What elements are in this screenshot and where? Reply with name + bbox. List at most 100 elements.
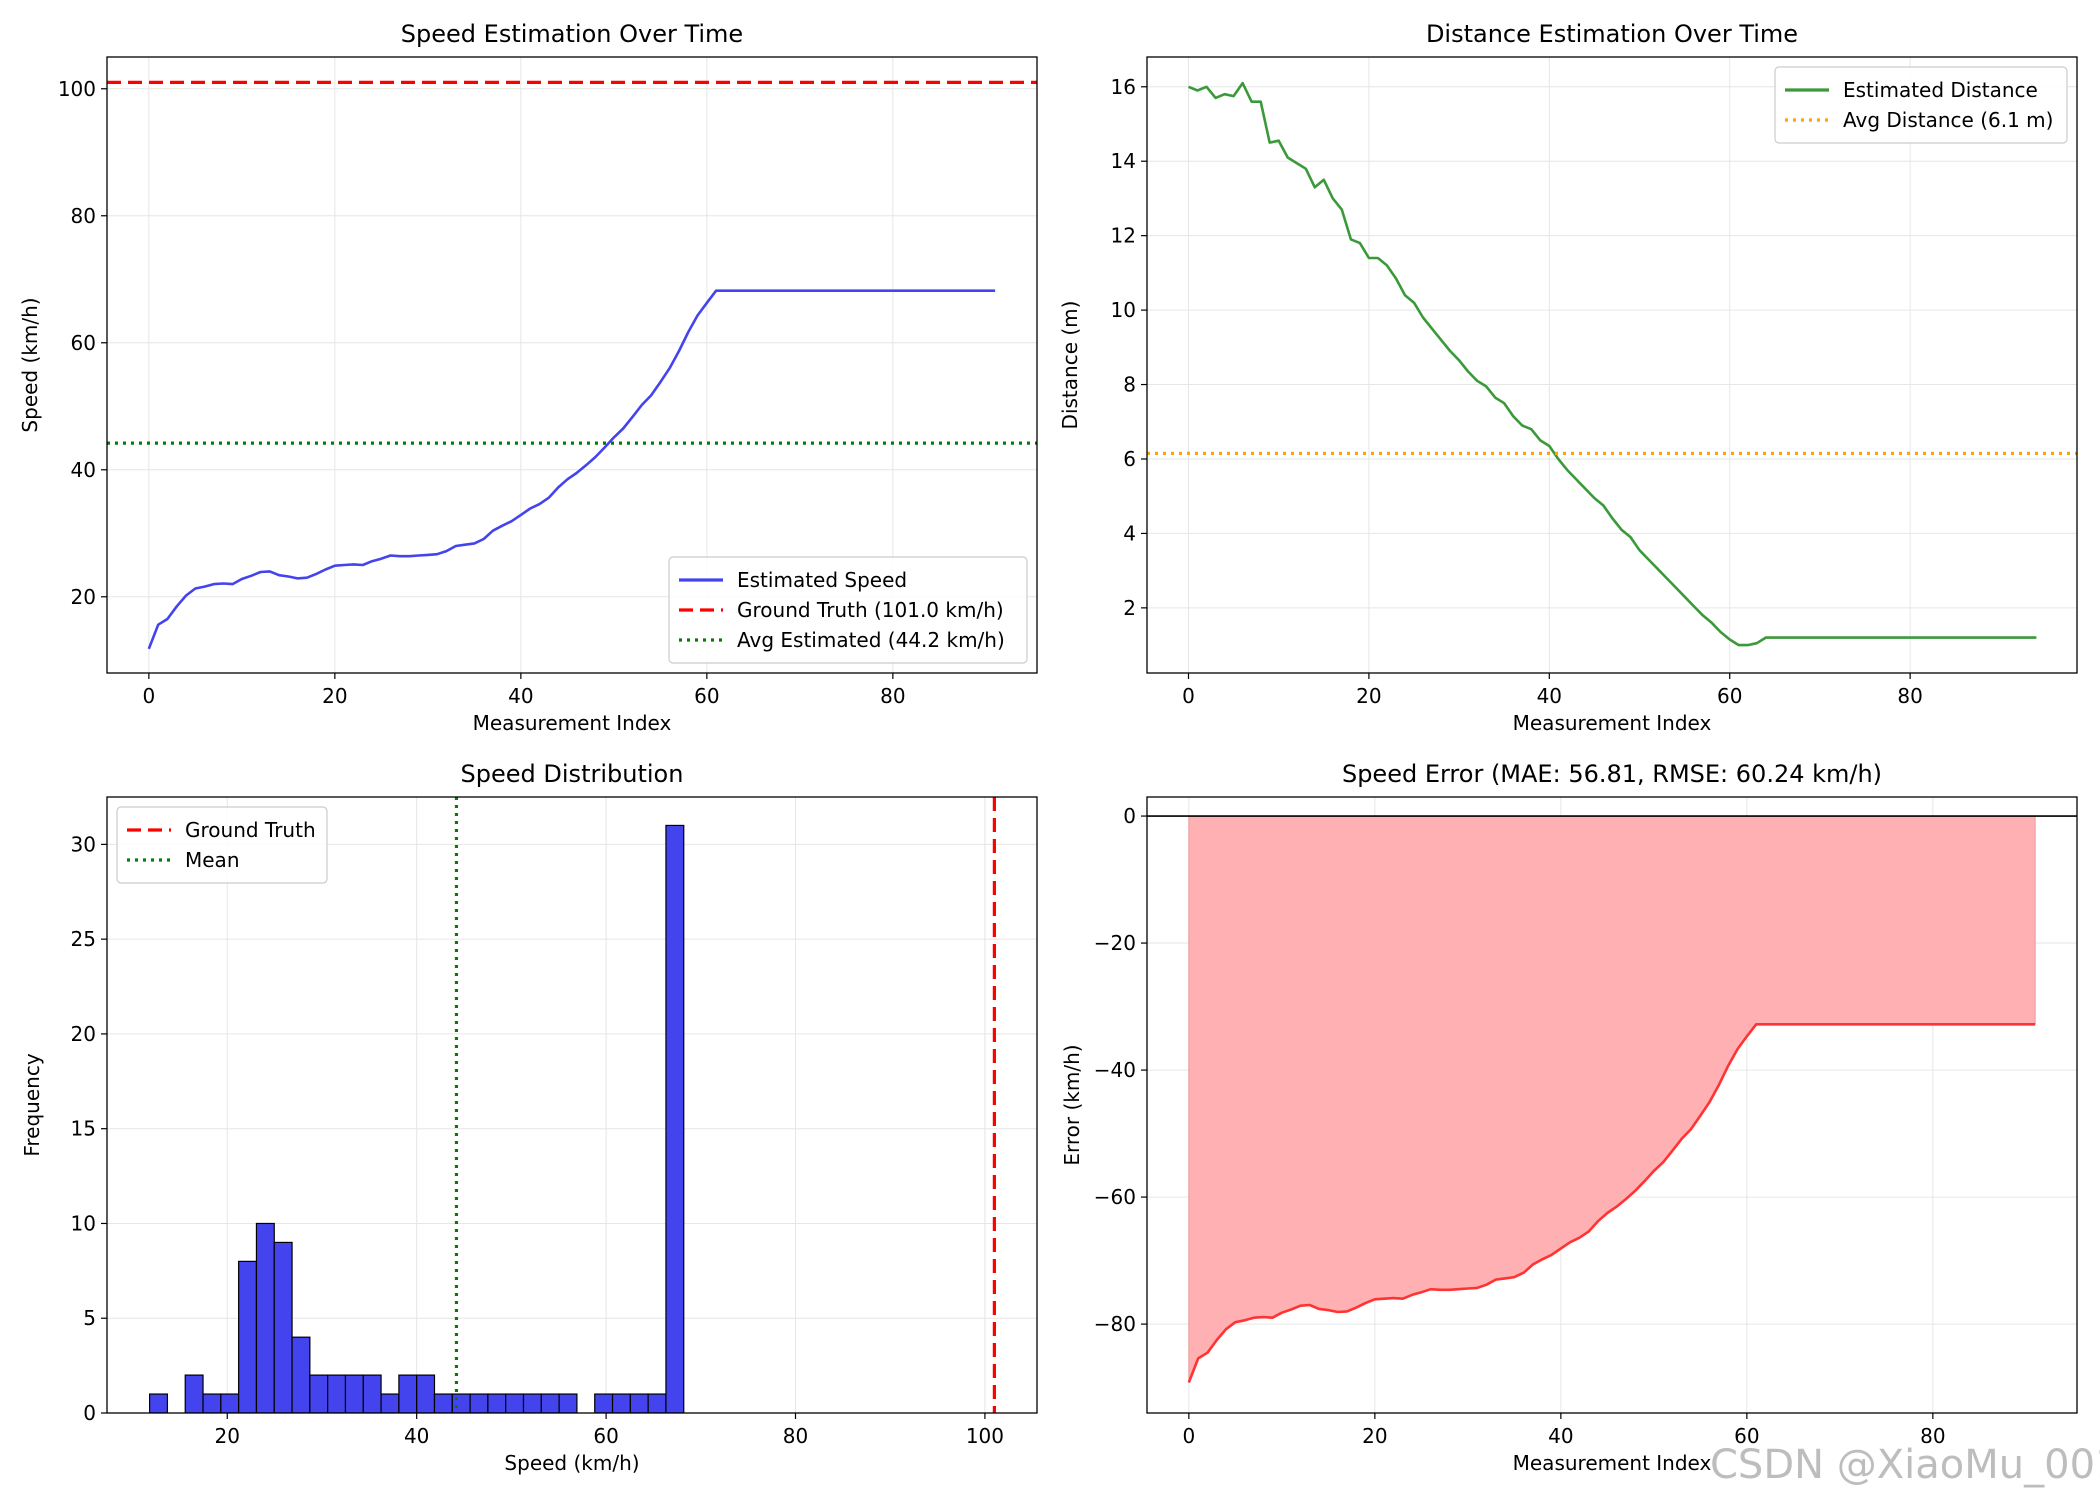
x-axis-label: Measurement Index bbox=[1513, 711, 1712, 735]
x-tick-label: 0 bbox=[1182, 684, 1195, 708]
series-line bbox=[147, 289, 996, 650]
y-tick-label: 100 bbox=[58, 77, 96, 101]
histogram-bar bbox=[184, 1374, 204, 1413]
chart-title: Speed Distribution bbox=[461, 760, 684, 788]
legend-box bbox=[668, 556, 1028, 664]
histogram-bar bbox=[255, 1222, 275, 1413]
y-tick-label: 16 bbox=[1111, 75, 1136, 99]
x-tick-label: 40 bbox=[508, 684, 533, 708]
x-tick-label: 60 bbox=[593, 1424, 618, 1448]
histogram-bar bbox=[398, 1374, 418, 1413]
y-tick-label: 14 bbox=[1111, 149, 1136, 173]
chart-title: Speed Estimation Over Time bbox=[401, 20, 743, 48]
error-area bbox=[1188, 816, 2036, 1383]
x-tick-label: 0 bbox=[1182, 1424, 1195, 1448]
y-tick-label: 80 bbox=[71, 204, 96, 228]
y-tick-label: −60 bbox=[1094, 1185, 1136, 1209]
y-tick-label: 8 bbox=[1123, 373, 1136, 397]
axes-frame bbox=[1146, 56, 2078, 674]
speed-estimation-chart: 0 20 40 60 80 20 40 60 80 100 Speed Estimation Ove… bbox=[18, 20, 1038, 735]
legend-box bbox=[1774, 66, 2068, 144]
plot-area bbox=[149, 797, 996, 1413]
y-tick-label: 20 bbox=[71, 585, 96, 609]
histogram-bar bbox=[629, 1393, 649, 1413]
speed-distribution-chart: 20 40 60 80 100 0 5 10 15 20 25 30 Speed Distributio… bbox=[20, 760, 1038, 1475]
histogram-bar bbox=[522, 1393, 542, 1413]
x-tick-label: 60 bbox=[1734, 1424, 1759, 1448]
y-tick-label: 40 bbox=[71, 458, 96, 482]
legend-label: Ground Truth bbox=[185, 818, 316, 842]
histogram-bar bbox=[665, 824, 685, 1413]
y-tick-label: 30 bbox=[71, 832, 96, 856]
histogram-bar bbox=[433, 1393, 453, 1413]
axes-frame bbox=[106, 796, 1038, 1414]
x-tick-label: 80 bbox=[880, 684, 905, 708]
legend: Ground Truth Mean bbox=[116, 806, 328, 884]
histogram-bar bbox=[238, 1260, 258, 1413]
watermark: CSDN @XiaoMu_001 bbox=[1710, 1442, 2100, 1488]
x-tick-label: 80 bbox=[1920, 1424, 1945, 1448]
y-axis-label: Speed (km/h) bbox=[18, 297, 42, 432]
y-tick-label: 6 bbox=[1123, 447, 1136, 471]
y-tick-label: 12 bbox=[1111, 224, 1136, 248]
histogram-bar bbox=[594, 1393, 614, 1413]
y-tick-label: 10 bbox=[71, 1211, 96, 1235]
legend-label: Estimated Speed bbox=[737, 568, 907, 592]
legend-label: Avg Distance (6.1 m) bbox=[1843, 108, 2053, 132]
histogram-bar bbox=[202, 1393, 222, 1413]
x-tick-label: 20 bbox=[1362, 1424, 1387, 1448]
y-tick-label: 4 bbox=[1123, 521, 1136, 545]
y-axis-label: Error (km/h) bbox=[1060, 1044, 1084, 1165]
x-tick-label: 60 bbox=[1717, 684, 1742, 708]
histogram-bar bbox=[220, 1393, 240, 1413]
series-line bbox=[1188, 81, 2037, 647]
y-axis-label: Distance (m) bbox=[1058, 301, 1082, 430]
histogram-bar bbox=[362, 1374, 382, 1413]
histogram-bar bbox=[505, 1393, 525, 1413]
axes-frame bbox=[106, 56, 1038, 674]
chart-title: Speed Error (MAE: 56.81, RMSE: 60.24 km/… bbox=[1342, 760, 1882, 788]
y-tick-label: 2 bbox=[1123, 596, 1136, 620]
y-tick-label: 10 bbox=[1111, 298, 1136, 322]
histogram-bar bbox=[647, 1393, 667, 1413]
x-tick-label: 100 bbox=[966, 1424, 1004, 1448]
y-tick-label: 5 bbox=[83, 1306, 96, 1330]
legend-label: Mean bbox=[185, 848, 240, 872]
x-tick-label: 40 bbox=[404, 1424, 429, 1448]
x-axis-label: Measurement Index bbox=[1513, 1451, 1712, 1475]
histogram-bar bbox=[558, 1393, 578, 1413]
x-tick-label: 40 bbox=[1548, 1424, 1573, 1448]
legend: Estimated Speed Ground Truth (101.0 km/h)… bbox=[668, 556, 1028, 664]
legend-label: Estimated Distance bbox=[1843, 78, 2038, 102]
x-axis-label: Measurement Index bbox=[473, 711, 672, 735]
legend-box bbox=[116, 806, 328, 884]
histogram-bar bbox=[487, 1393, 507, 1413]
histogram-bar bbox=[273, 1241, 293, 1413]
x-tick-label: 0 bbox=[142, 684, 155, 708]
x-tick-label: 80 bbox=[1897, 684, 1922, 708]
y-tick-label: 60 bbox=[71, 331, 96, 355]
y-tick-label: 25 bbox=[71, 927, 96, 951]
plot-area bbox=[1147, 81, 2077, 647]
axes-frame bbox=[1146, 796, 2078, 1414]
histogram-bar bbox=[380, 1393, 400, 1413]
histogram-bar bbox=[309, 1374, 329, 1413]
x-axis-label: Speed (km/h) bbox=[504, 1451, 639, 1475]
plot-area bbox=[1147, 815, 2077, 1383]
y-tick-label: 0 bbox=[83, 1401, 96, 1425]
series-line bbox=[1187, 1023, 2036, 1383]
histogram-bar bbox=[416, 1374, 436, 1413]
x-tick-label: 40 bbox=[1537, 684, 1562, 708]
distance-estimation-chart: 0 20 40 60 80 2 4 6 8 10 12 14 16 Distance Estimation… bbox=[1058, 20, 2078, 735]
x-tick-label: 20 bbox=[1356, 684, 1381, 708]
legend-label: Ground Truth (101.0 km/h) bbox=[737, 598, 1004, 622]
legend: Estimated Distance Avg Distance (6.1 m) bbox=[1774, 66, 2068, 144]
x-tick-label: 20 bbox=[322, 684, 347, 708]
y-tick-label: −40 bbox=[1094, 1058, 1136, 1082]
y-tick-label: 0 bbox=[1123, 804, 1136, 828]
histogram-bar bbox=[469, 1393, 489, 1413]
histogram-bar bbox=[327, 1374, 347, 1413]
chart-title: Distance Estimation Over Time bbox=[1426, 20, 1798, 48]
histogram-bar bbox=[540, 1393, 560, 1413]
